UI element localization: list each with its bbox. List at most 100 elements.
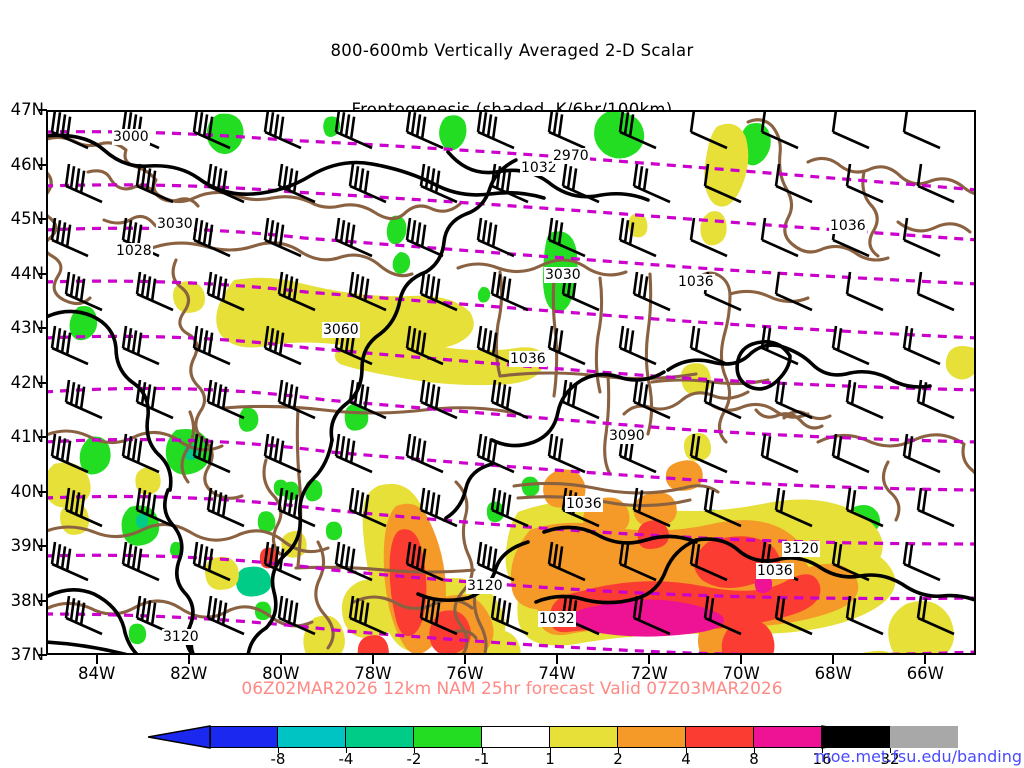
wind-barb <box>121 541 160 582</box>
wind-barb <box>916 271 955 312</box>
wind-barb <box>703 163 742 204</box>
wind-barb <box>547 217 586 258</box>
wind-barb <box>206 595 245 636</box>
wind-barb <box>206 271 245 312</box>
wind-barb <box>476 541 515 582</box>
wind-barb <box>902 217 941 258</box>
x-axis-tick-label: 80W <box>262 664 300 683</box>
y-axis-tick <box>38 490 47 493</box>
colorbar-tick-label: 4 <box>681 750 691 768</box>
y-axis-tick <box>38 545 47 547</box>
colorbar-cell[interactable] <box>890 726 958 748</box>
colorbar-cell[interactable] <box>482 726 550 748</box>
mslp-contour-label: 1028 <box>115 243 153 259</box>
x-axis-tick <box>648 655 651 664</box>
wind-barb <box>703 595 742 636</box>
colorbar-cell[interactable] <box>414 726 482 748</box>
wind-barb <box>405 541 444 582</box>
wind-barb <box>348 487 387 528</box>
x-axis-tick-label: 82W <box>170 664 208 683</box>
x-axis-tick-label: 74W <box>538 664 576 683</box>
wind-barb <box>135 595 174 636</box>
y-axis-tick-label: 40N <box>10 481 44 501</box>
wind-barb <box>490 379 529 420</box>
height-contour-label: 3060 <box>322 322 360 338</box>
wind-barb <box>476 217 515 258</box>
wind-barb <box>618 541 657 582</box>
wind-barbs <box>50 112 955 636</box>
y-axis-tick-label: 39N <box>10 536 44 555</box>
wind-barb <box>476 112 515 150</box>
x-axis-tick <box>371 655 374 664</box>
x-axis-tick-label: 68W <box>814 664 852 683</box>
wind-barb <box>618 325 657 366</box>
wind-barb <box>348 379 387 420</box>
wind-barb <box>561 163 600 204</box>
map-plot-area[interactable]: 1028 1032 1036 1036 1036 1036 1036 1032 3000 2970… <box>46 110 976 655</box>
colorbar-tick-label: 8 <box>749 750 759 768</box>
colorbar-cell[interactable] <box>550 726 618 748</box>
colorbar-cell[interactable] <box>686 726 754 748</box>
wind-barb <box>689 325 728 366</box>
colorbar-cell[interactable] <box>822 726 890 748</box>
height-contour-label: 3120 <box>162 629 200 645</box>
y-axis-tick-label: 47N <box>10 100 44 119</box>
colorbar-tick-label: -1 <box>474 750 490 768</box>
wind-barb <box>831 433 870 474</box>
wind-barb <box>263 325 302 366</box>
wind-barb <box>774 379 813 420</box>
wind-barb <box>135 271 174 312</box>
wind-barb <box>64 163 103 204</box>
wind-barb <box>760 433 799 474</box>
height-contour-label: 3000 <box>112 129 150 145</box>
title-line-1: 800-600mb Vertically Averaged 2-D Scalar <box>330 41 694 60</box>
y-axis-tick <box>38 327 47 329</box>
x-axis-tick-label: 72W <box>630 664 668 683</box>
wind-barb <box>774 163 813 204</box>
colorbar-cell[interactable] <box>346 726 414 748</box>
wind-barb <box>50 433 89 474</box>
wind-barb <box>845 271 884 312</box>
colorbar[interactable]: -8 -4 -2 -1 1 2 4 8 16 32 <box>148 725 958 768</box>
x-axis-tick-label: 70W <box>722 664 760 683</box>
wind-barb <box>774 271 813 312</box>
colorbar-tick-label: -2 <box>406 750 422 768</box>
wind-barb <box>419 271 458 312</box>
wind-barb <box>50 112 89 150</box>
wind-barb <box>632 379 671 420</box>
wind-barb <box>760 217 799 258</box>
mslp-contour-label: 1036 <box>829 218 867 234</box>
y-axis-tick-label: 37N <box>10 645 44 664</box>
colorbar-tick-label: 1 <box>545 750 555 768</box>
colorbar-tick <box>686 748 687 753</box>
colorbar-cell[interactable] <box>278 726 346 748</box>
wind-barb <box>192 112 231 150</box>
wind-barb <box>405 433 444 474</box>
wind-barb <box>561 379 600 420</box>
wind-barb <box>334 217 373 258</box>
colorbar-tick-label: -8 <box>270 750 286 768</box>
colorbar-cell[interactable] <box>754 726 822 748</box>
wind-barb <box>64 487 103 528</box>
colorbar-tick <box>414 748 415 753</box>
wind-barb <box>845 379 884 420</box>
wind-barb <box>703 379 742 420</box>
wind-barb <box>476 325 515 366</box>
wind-barb <box>263 112 302 150</box>
wind-barb <box>902 433 941 474</box>
y-axis-tick-label: 45N <box>10 209 44 228</box>
mslp-contour-label: 1036 <box>509 351 547 367</box>
wind-barb <box>334 112 373 150</box>
x-axis-tick <box>556 655 559 664</box>
colorbar-cell[interactable] <box>210 726 278 748</box>
wind-barb <box>760 112 799 150</box>
wind-barb <box>689 433 728 474</box>
x-axis-tick <box>95 655 98 664</box>
wind-barb <box>405 325 444 366</box>
mslp-contour-label: 1036 <box>756 563 794 579</box>
wind-barb <box>64 379 103 420</box>
wind-barb <box>135 163 174 204</box>
x-axis-tick <box>832 655 835 664</box>
colorbar-cell[interactable] <box>618 726 686 748</box>
x-axis-tick <box>924 655 927 664</box>
